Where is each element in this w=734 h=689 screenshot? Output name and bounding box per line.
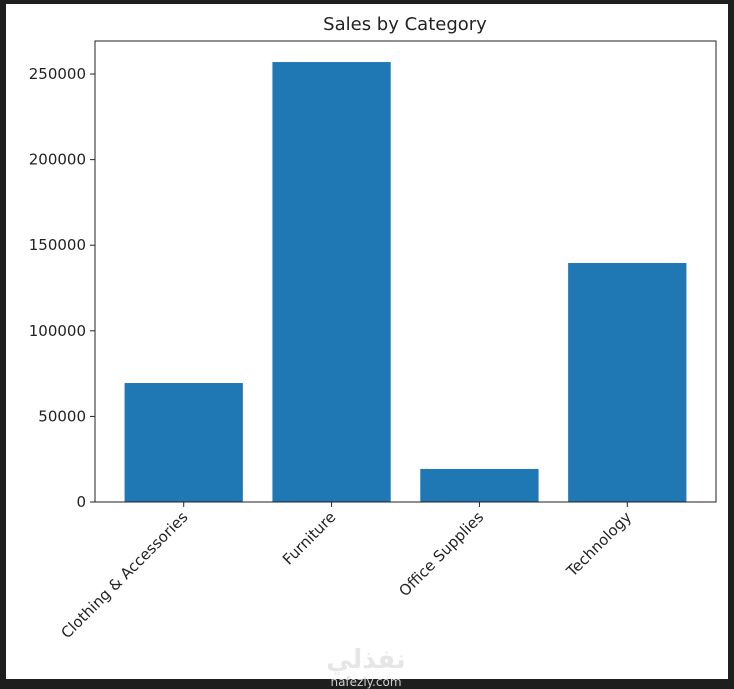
bar bbox=[124, 383, 243, 502]
y-tick-label: 50000 bbox=[38, 407, 86, 425]
y-tick-label: 150000 bbox=[29, 236, 86, 254]
y-tick-label: 200000 bbox=[29, 151, 86, 169]
plot-frame bbox=[94, 40, 717, 503]
watermark: نفذلي bbox=[326, 645, 406, 675]
bar bbox=[420, 468, 539, 502]
bar bbox=[272, 62, 391, 503]
y-tick-label: 100000 bbox=[29, 322, 86, 340]
chart-title: Sales by Category bbox=[323, 14, 487, 35]
bar bbox=[568, 263, 687, 502]
y-tick-label: 0 bbox=[76, 493, 86, 511]
y-tick-label: 250000 bbox=[29, 65, 86, 83]
watermark-url: nafezly.com bbox=[330, 675, 401, 689]
